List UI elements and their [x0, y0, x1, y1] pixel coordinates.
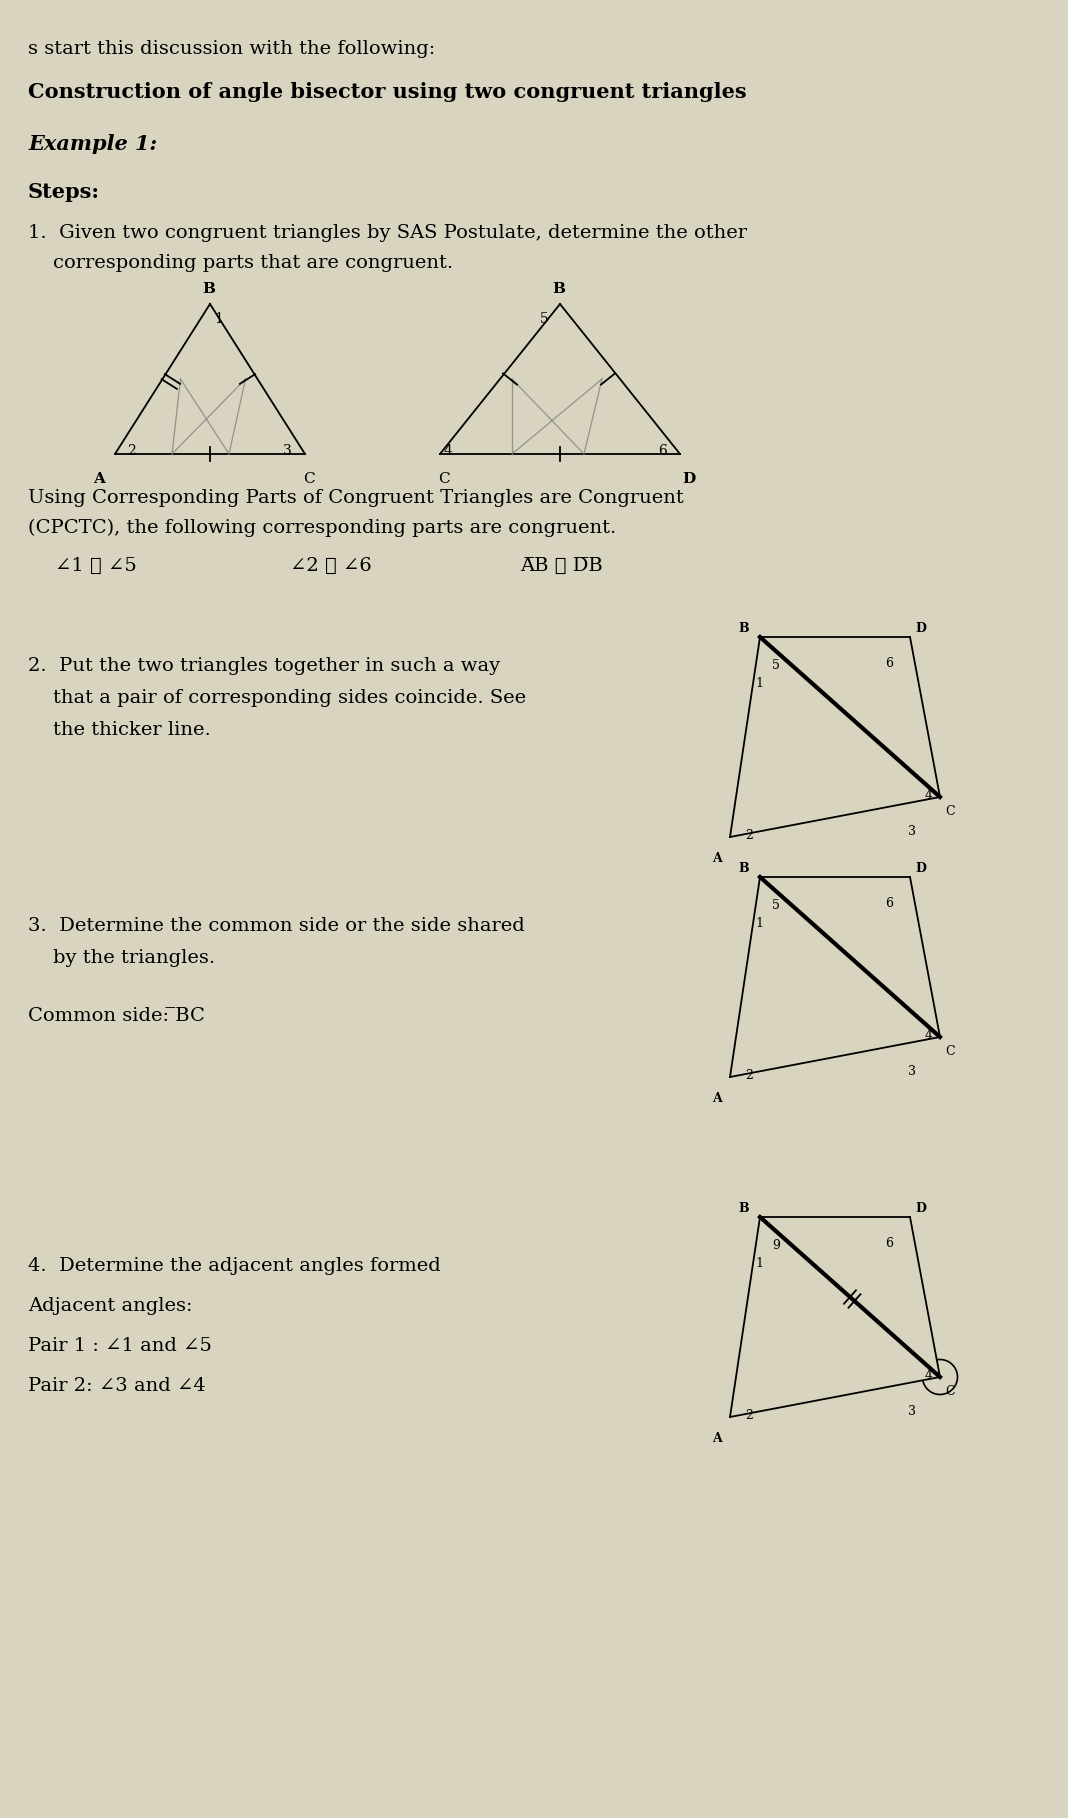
Text: Common side: ̅BC: Common side: ̅BC	[28, 1007, 205, 1025]
Text: Pair 2: ∠3 and ∠4: Pair 2: ∠3 and ∠4	[28, 1376, 206, 1394]
Text: ∠2 ≅ ∠6: ∠2 ≅ ∠6	[290, 556, 372, 574]
Text: 2: 2	[745, 829, 753, 842]
Text: Example 1:: Example 1:	[28, 135, 157, 155]
Text: 6: 6	[658, 444, 666, 458]
Text: 3: 3	[908, 1405, 916, 1418]
Text: B: B	[738, 622, 749, 634]
Text: that a pair of corresponding sides coincide. See: that a pair of corresponding sides coinc…	[28, 689, 527, 707]
Text: 3: 3	[283, 444, 292, 458]
Text: corresponding parts that are congruent.: corresponding parts that are congruent.	[28, 255, 453, 273]
Text: 4: 4	[925, 1369, 933, 1382]
Text: C: C	[945, 1045, 955, 1058]
Text: A: A	[93, 473, 105, 485]
Text: 5: 5	[540, 313, 549, 325]
Text: Construction of angle bisector using two congruent triangles: Construction of angle bisector using two…	[28, 82, 747, 102]
Text: 5: 5	[772, 898, 780, 913]
Text: C: C	[945, 1385, 955, 1398]
Text: the thicker line.: the thicker line.	[28, 722, 210, 738]
Text: 3: 3	[908, 825, 916, 838]
Text: B: B	[202, 282, 215, 296]
Text: by the triangles.: by the triangles.	[28, 949, 215, 967]
Text: 5: 5	[772, 658, 780, 673]
Text: Adjacent angles:: Adjacent angles:	[28, 1296, 192, 1314]
Text: 4: 4	[925, 1029, 933, 1042]
Text: C: C	[303, 473, 315, 485]
Text: 1: 1	[755, 676, 763, 691]
Text: 2: 2	[745, 1409, 753, 1422]
Text: B: B	[738, 862, 749, 874]
Text: D: D	[915, 1202, 926, 1214]
Text: B: B	[552, 282, 565, 296]
Text: C: C	[438, 473, 450, 485]
Text: A: A	[712, 1093, 722, 1105]
Text: Using Corresponding Parts of Congruent Triangles are Congruent: Using Corresponding Parts of Congruent T…	[28, 489, 684, 507]
Text: A: A	[712, 1433, 722, 1445]
Text: 1: 1	[755, 1256, 763, 1271]
Text: 1.  Given two congruent triangles by SAS Postulate, determine the other: 1. Given two congruent triangles by SAS …	[28, 224, 747, 242]
Text: 6: 6	[885, 1236, 893, 1251]
Text: D: D	[915, 862, 926, 874]
Text: 1: 1	[214, 313, 223, 325]
Text: 9: 9	[772, 1240, 780, 1253]
Text: 6: 6	[885, 656, 893, 671]
Text: Pair 1 : ∠1 and ∠5: Pair 1 : ∠1 and ∠5	[28, 1336, 211, 1354]
Text: D: D	[915, 622, 926, 634]
Text: 2: 2	[127, 444, 136, 458]
Text: 2.  Put the two triangles together in such a way: 2. Put the two triangles together in suc…	[28, 656, 500, 674]
Text: ∠1 ≅ ∠5: ∠1 ≅ ∠5	[54, 556, 137, 574]
Text: 3.  Determine the common side or the side shared: 3. Determine the common side or the side…	[28, 916, 524, 934]
Text: 4: 4	[925, 789, 933, 802]
Text: 2: 2	[745, 1069, 753, 1082]
Text: D: D	[682, 473, 695, 485]
Text: 3: 3	[908, 1065, 916, 1078]
Text: C: C	[945, 805, 955, 818]
Text: 4: 4	[444, 444, 453, 458]
Text: s start this discussion with the following:: s start this discussion with the followi…	[28, 40, 436, 58]
Text: 4.  Determine the adjacent angles formed: 4. Determine the adjacent angles formed	[28, 1256, 441, 1274]
Text: 1: 1	[755, 916, 763, 931]
Text: B: B	[738, 1202, 749, 1214]
Text: 6: 6	[885, 896, 893, 911]
Text: A̅B ≅ D̅B: A̅B ≅ D̅B	[520, 556, 602, 574]
Text: A: A	[712, 853, 722, 865]
Text: Steps:: Steps:	[28, 182, 100, 202]
Text: (CPCTC), the following corresponding parts are congruent.: (CPCTC), the following corresponding par…	[28, 518, 616, 538]
